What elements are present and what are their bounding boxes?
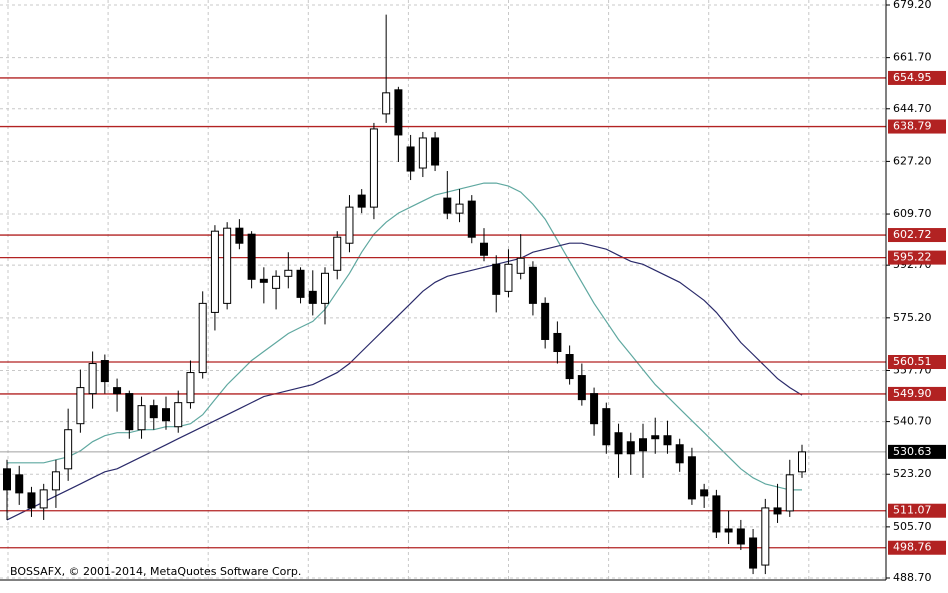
candle-body [27,492,36,509]
last-price-label: 530.63 [893,445,932,458]
candle-body [504,263,513,292]
level-label-box [888,228,946,243]
candle-body [186,372,195,404]
candle-body [259,278,268,283]
level-label: 595.22 [893,251,932,264]
candle-body [785,474,794,512]
footer: BOSSAFX, © 2001-2014, MetaQuotes Softwar… [10,565,301,578]
candle-body [687,456,696,500]
candle-body [308,290,317,304]
candle-body [602,408,611,446]
level-label: 654.95 [893,71,932,84]
last-price-box [888,444,946,459]
candle-body [577,375,586,401]
candle-body [15,474,24,494]
candle-body [357,194,366,208]
candle-body [700,489,709,497]
level-label: 511.07 [893,504,932,517]
moving-average [6,242,803,521]
candle-body [443,197,452,214]
candle-body [149,405,158,419]
candle-body [431,137,440,166]
candle-body [223,227,232,304]
candle-body [651,435,660,440]
candle-body [467,200,476,238]
candle-body [761,507,770,566]
level-label-box [888,250,946,265]
candle-body [541,302,550,340]
candle-body [798,451,806,473]
candle-body [174,402,183,428]
candle-body [39,489,48,509]
candle-body [590,393,599,425]
y-tick-label: 644.70 [893,102,932,115]
candle-body [64,429,73,470]
candle-body [162,408,170,422]
candle-body [125,393,134,431]
candle-body [614,432,623,455]
y-tick-label: 627.20 [893,154,932,167]
y-tick-label: 679.20 [893,0,932,11]
level-label: 638.79 [893,120,932,133]
y-tick-label: 523.20 [893,467,932,480]
candle-body [724,528,733,533]
candle-body [418,137,427,169]
candle-body [565,354,574,380]
candle-body [516,257,525,274]
candle-body [382,92,391,115]
level-label-box [888,503,946,518]
candle-body [51,471,60,491]
candle-body [663,435,672,446]
candle-body [137,405,146,431]
y-tick-label: 540.70 [893,415,932,428]
y-tick-label: 488.70 [893,571,932,584]
y-tick-label: 661.70 [893,51,932,64]
candle-body [76,387,85,425]
candle-body [113,387,122,395]
candle-body [333,236,342,271]
level-label: 498.76 [893,541,932,554]
y-tick-label: 505.70 [893,520,932,533]
candle-body [639,438,647,452]
candle-body [553,332,562,353]
y-tick-label: 575.20 [893,311,932,324]
candle-body [480,242,488,256]
level-label: 602.72 [893,228,932,241]
candle-body [626,441,635,455]
candle-body [198,302,207,374]
y-tick-label: 609.70 [893,207,932,220]
candle-body [272,275,281,289]
candle-body [528,266,537,304]
candle-body [406,146,415,172]
candle-body [455,203,464,214]
candle-body [492,263,501,295]
candle-body [675,444,684,464]
candle-body [345,206,354,244]
candle-body [210,230,219,313]
candle-body [321,272,329,304]
level-label-box [888,119,946,134]
candle-body [736,528,745,545]
level-label: 560.51 [893,355,932,368]
candle-body [712,495,721,533]
candle-body [100,360,109,383]
level-label-box [888,355,946,370]
level-label-box [888,70,946,85]
candle-body [749,537,758,569]
candle-body [284,269,293,277]
candle-body [773,507,782,515]
candle-body [247,233,256,280]
level-label-box [888,386,946,401]
candle-body [235,227,244,244]
candle-body [3,468,11,491]
candle-body [296,269,305,298]
candle-body [369,128,378,208]
candle-body [88,363,97,395]
level-label: 549.90 [893,387,932,400]
level-label-box [888,540,946,555]
candle-body [394,89,403,136]
